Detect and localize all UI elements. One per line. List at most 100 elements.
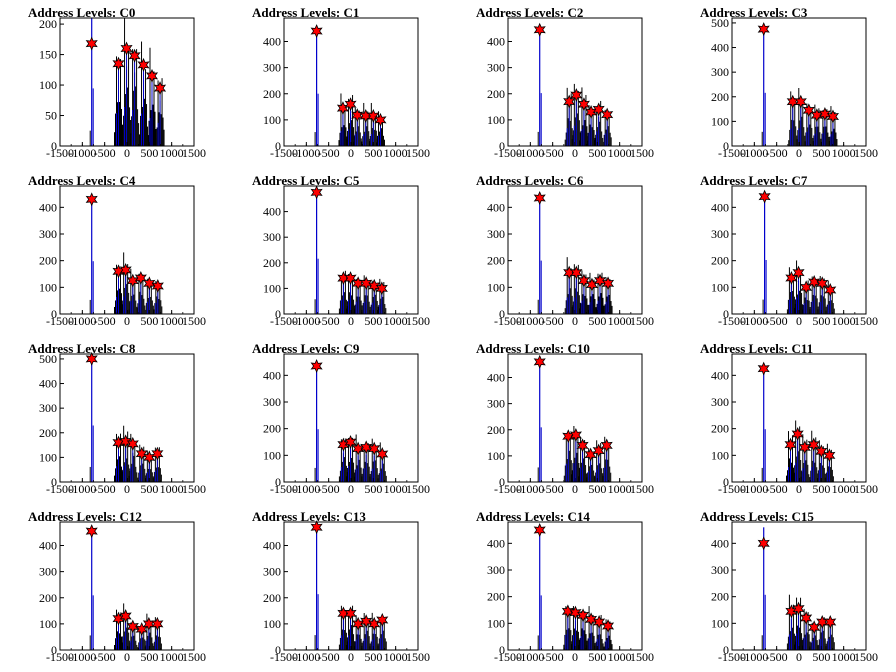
panel-title: Address Levels: C13 [252, 509, 366, 524]
x-tick-label: -1000 [516, 314, 544, 328]
y-tick-label: 200 [487, 87, 505, 101]
x-tick-label: -500 [318, 314, 340, 328]
y-tick-label: 0 [275, 475, 281, 489]
peak-marker [154, 81, 167, 96]
peak-marker [135, 446, 148, 461]
x-tick-label: 1500 [406, 650, 430, 664]
histogram-panel: Address Levels: C7-1500-1000-500 0 500 1000… [700, 173, 878, 328]
peak-marker [151, 446, 164, 461]
peak-marker [818, 107, 831, 121]
peak-marker [375, 281, 388, 296]
y-tick-label: 100 [263, 113, 281, 127]
y-tick-label: 0 [723, 475, 729, 489]
histogram-panel: Address Levels: C6-1500-1000-500 0 500 1000… [476, 173, 654, 328]
y-tick-label: 100 [39, 280, 57, 294]
peak-marker [576, 438, 589, 453]
peak-marker [592, 102, 605, 117]
peak-marker [85, 351, 98, 366]
x-tick-label: 1500 [630, 650, 654, 664]
panel-title: Address Levels: C11 [700, 341, 813, 356]
y-tick-label: 0 [723, 307, 729, 321]
peak-marker [792, 601, 805, 616]
y-tick-label: 200 [39, 591, 57, 605]
y-tick-label: 300 [487, 61, 505, 75]
x-tick-label: -1000 [292, 146, 320, 160]
peak-marker [563, 94, 576, 109]
x-tick-label: 1500 [182, 314, 206, 328]
x-tick-label: -1500 [494, 650, 522, 664]
x-tick-label: -1500 [270, 650, 298, 664]
x-tick-label: 500 [812, 482, 830, 496]
y-tick-label: 300 [263, 565, 281, 579]
x-tick-label: 1500 [630, 314, 654, 328]
x-tick-label: 0 [348, 314, 354, 328]
peak-marker [602, 619, 615, 633]
x-tick-label: 500 [364, 314, 382, 328]
y-tick-label: 300 [39, 401, 57, 415]
x-tick-label: -500 [542, 314, 564, 328]
histogram-panel: Address Levels: C14-1500-1000-500 0 500 100… [476, 509, 654, 664]
peak-marker [360, 440, 373, 455]
peak-marker [120, 41, 133, 56]
peak-marker [561, 604, 574, 619]
y-tick-label: 300 [711, 65, 729, 79]
x-tick-label: 0 [796, 650, 802, 664]
y-tick-label: 200 [487, 590, 505, 604]
peak-marker [593, 273, 607, 288]
y-tick-label: 400 [39, 539, 57, 553]
peak-marker [824, 283, 837, 297]
y-tick-label: 100 [263, 448, 281, 462]
histogram-panel: Address Levels: C2-1500-1000-500 0 500 1000… [476, 5, 654, 160]
x-tick-label: 0 [796, 482, 802, 496]
x-tick-label: 0 [124, 482, 130, 496]
x-tick-label: 0 [572, 146, 578, 160]
peak-marker [784, 437, 797, 452]
x-tick-label: -1000 [68, 314, 96, 328]
panel-title: Address Levels: C14 [476, 509, 590, 524]
x-tick-label: -500 [766, 314, 788, 328]
x-tick-label: -500 [542, 482, 564, 496]
peak-marker [119, 263, 132, 277]
peak-marker [815, 444, 828, 459]
y-tick-label: 200 [39, 17, 57, 31]
y-tick-label: 50 [45, 109, 57, 123]
x-tick-label: 0 [348, 482, 354, 496]
histogram-panel: Address Levels: C0-1500-1000-500 0 500 1000… [28, 5, 206, 160]
peak-marker [85, 192, 98, 207]
x-tick-label: -500 [318, 146, 340, 160]
x-tick-label: 1000 [832, 650, 856, 664]
peak-marker [376, 612, 389, 627]
panel-title: Address Levels: C15 [700, 509, 814, 524]
peak-marker [577, 97, 590, 112]
peak-marker [600, 438, 613, 453]
y-tick-label: 0 [499, 139, 505, 153]
x-tick-label: -1500 [494, 314, 522, 328]
y-tick-label: 0 [275, 139, 281, 153]
x-tick-label: 0 [124, 650, 130, 664]
x-tick-label: -1500 [270, 482, 298, 496]
x-tick-label: 1000 [832, 482, 856, 496]
histogram-panel: Address Levels: C3-1500-1000-500 0 500 1000… [700, 5, 878, 160]
x-tick-label: -1500 [718, 482, 746, 496]
peak-marker [310, 185, 323, 200]
y-tick-label: 400 [487, 35, 505, 49]
peak-marker [824, 615, 837, 629]
x-tick-label: 500 [812, 146, 830, 160]
y-tick-label: 100 [263, 281, 281, 295]
histogram-panel: Address Levels: C10-1500-1000-500 0 500 100… [476, 341, 654, 496]
x-tick-label: -1500 [46, 650, 74, 664]
y-tick-label: 0 [51, 643, 57, 657]
peak-marker [816, 276, 829, 291]
y-tick-label: 400 [39, 377, 57, 391]
y-tick-label: 100 [711, 616, 729, 630]
peak-marker [151, 616, 164, 631]
peak-marker [112, 56, 125, 71]
panel-title: Address Levels: C1 [252, 5, 359, 20]
peak-marker [145, 68, 159, 83]
y-tick-label: 200 [263, 591, 281, 605]
x-tick-label: -1500 [718, 650, 746, 664]
y-tick-label: 150 [39, 48, 57, 62]
x-tick-label: 1500 [406, 482, 430, 496]
y-tick-label: 500 [711, 16, 729, 30]
x-tick-label: -1500 [46, 146, 74, 160]
